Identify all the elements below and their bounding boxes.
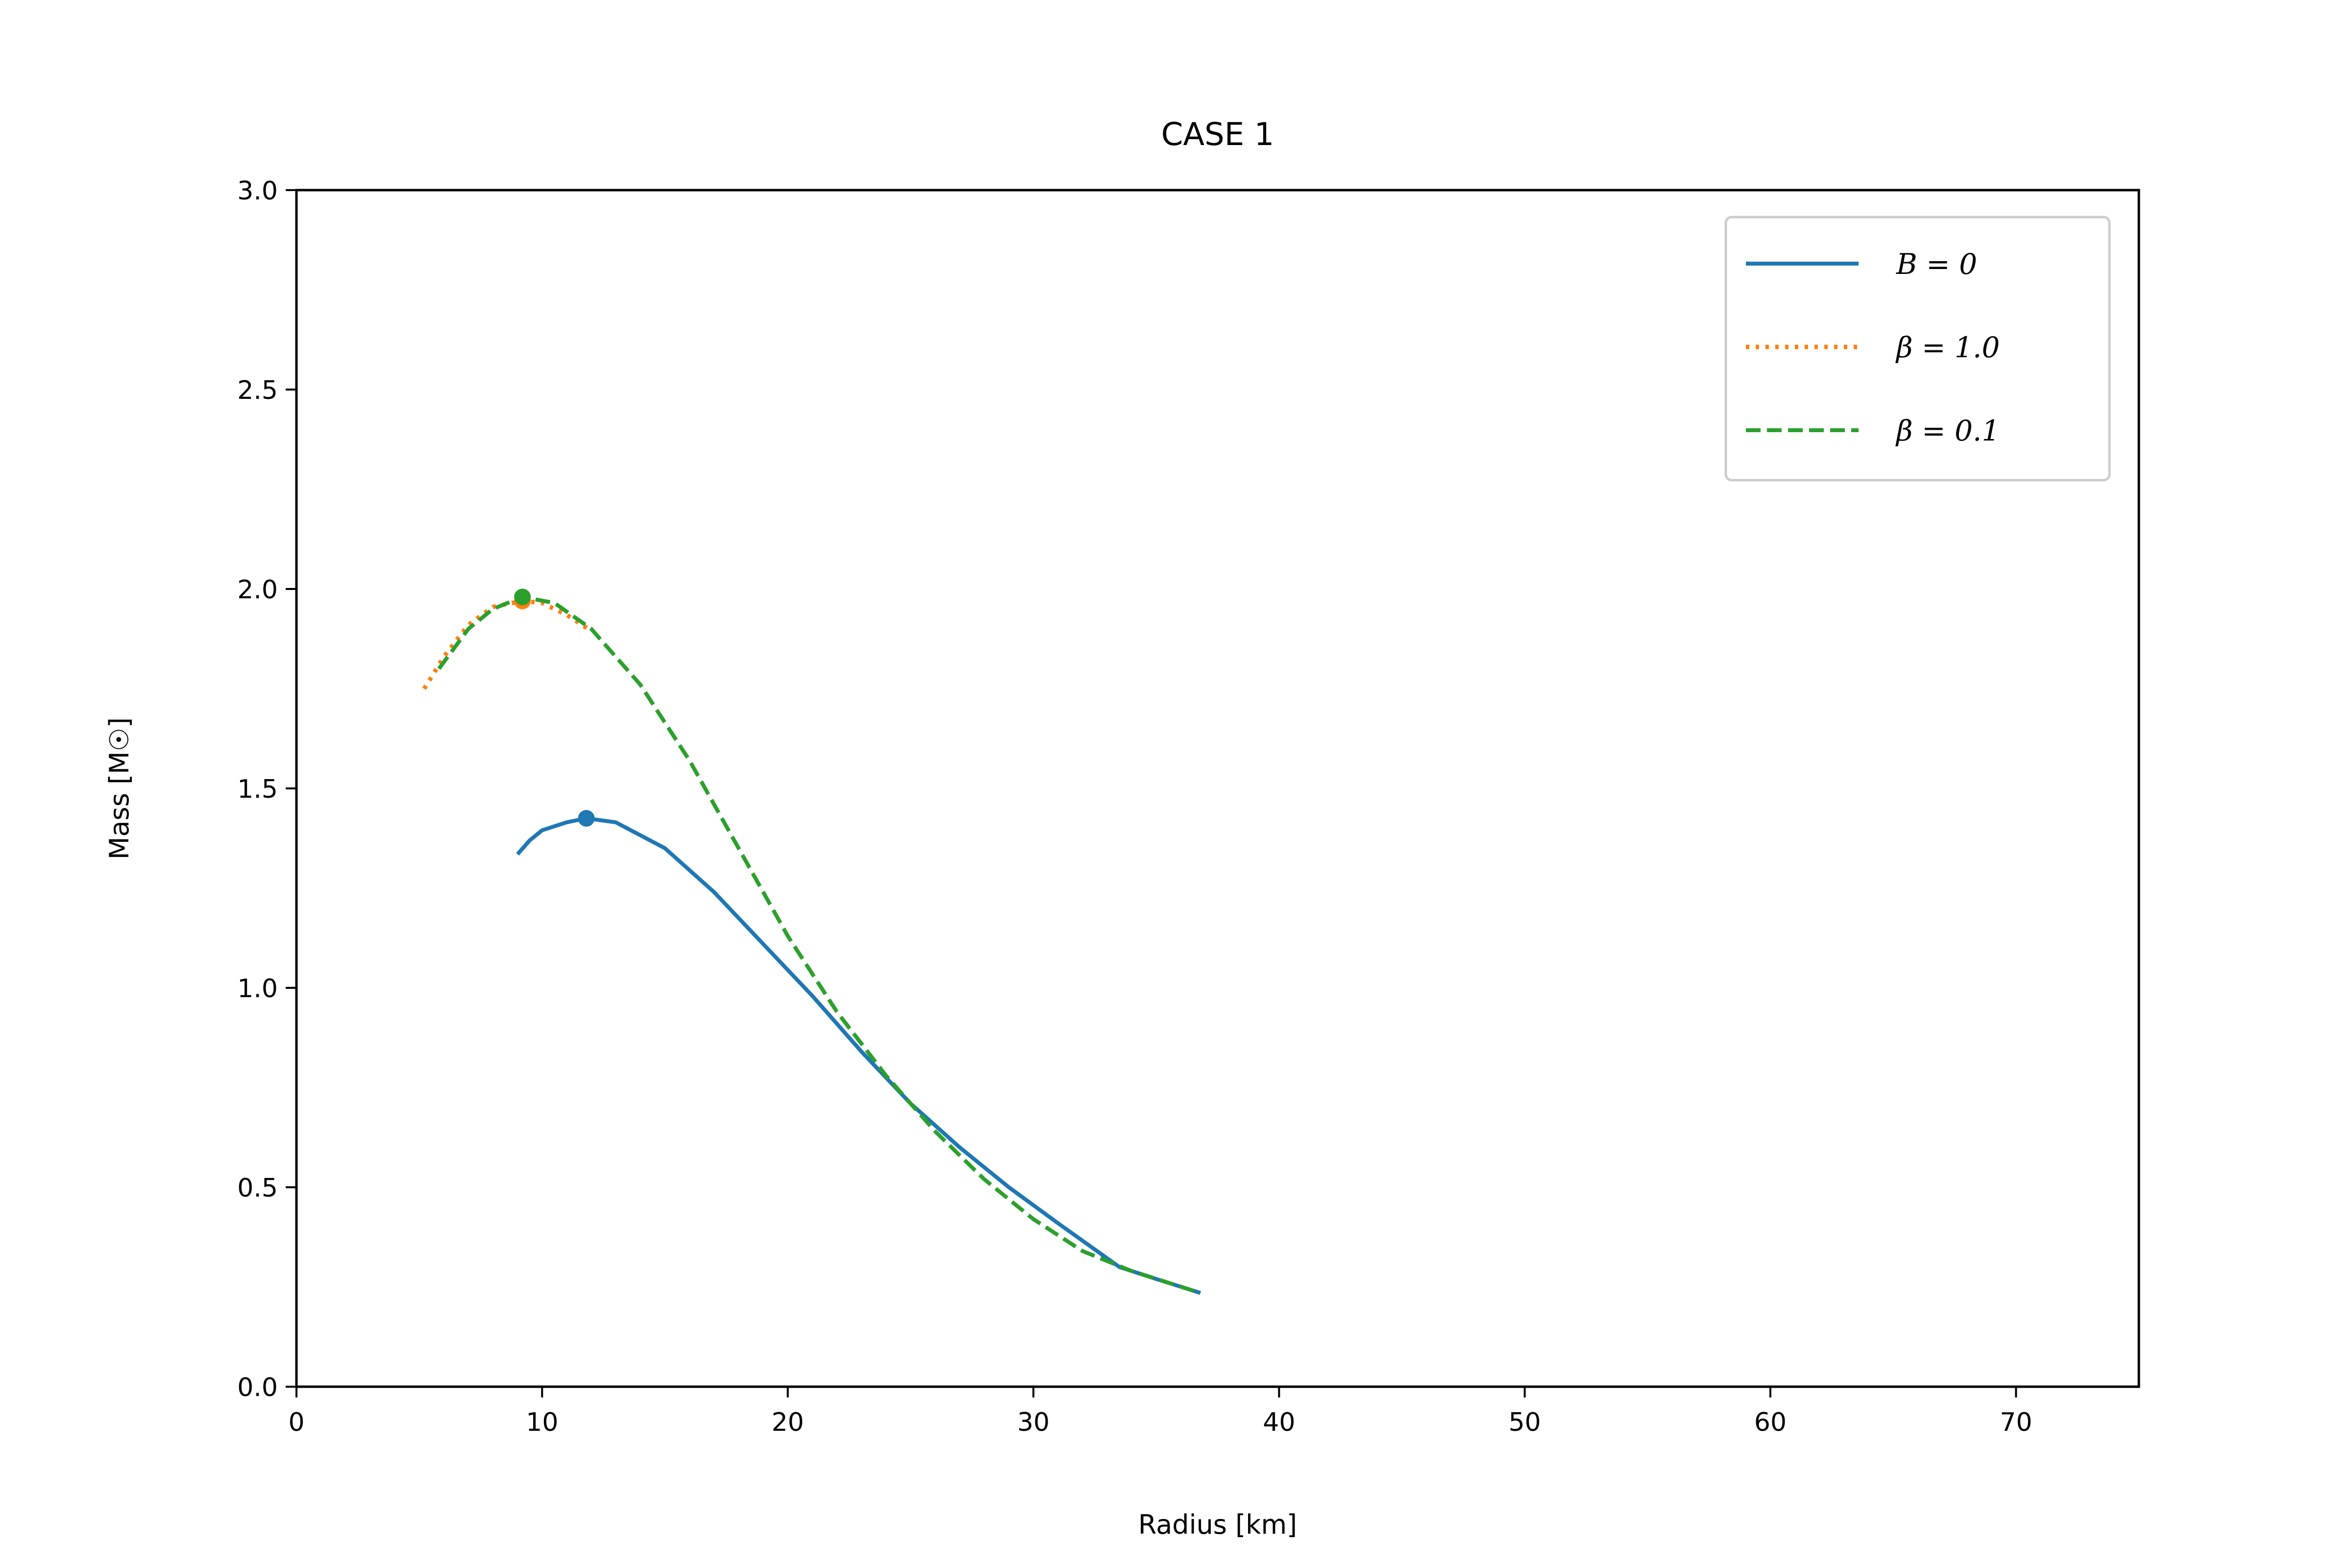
- y-tick-label: 0.0: [237, 1373, 278, 1402]
- y-tick-label: 0.5: [237, 1174, 278, 1203]
- peak-marker-2: [514, 588, 531, 606]
- legend-label-0: B = 0: [1896, 247, 1977, 281]
- x-tick-label: 70: [2000, 1408, 2032, 1437]
- x-tick-label: 0: [288, 1408, 304, 1437]
- x-tick-label: 10: [526, 1408, 558, 1437]
- peak-marker-0: [578, 810, 595, 827]
- y-tick-label: 3.0: [237, 176, 278, 206]
- legend: B = 0 β = 1.0 β = 0.1: [1724, 216, 2111, 482]
- series-layer: [422, 588, 1201, 1295]
- x-tick-label: 50: [1509, 1408, 1541, 1437]
- y-axis-label: Mass [M☉]: [104, 717, 135, 859]
- x-tick-label: 30: [1017, 1408, 1050, 1437]
- x-axis-label: Radius [km]: [1138, 1509, 1297, 1540]
- chart-title: CASE 1: [1161, 117, 1274, 153]
- series-line-0: [516, 816, 1201, 1295]
- legend-frame: [1724, 216, 2111, 482]
- y-tick-label: 2.0: [237, 575, 278, 605]
- x-tick-label: 40: [1263, 1408, 1295, 1437]
- ticks-layer: 0 10 20 30 40 50 60 70 0.0 0.5 1.0 1.5 2.0 2.5 3.0: [237, 176, 2032, 1437]
- legend-label-1: β = 1.0: [1895, 331, 2000, 364]
- legend-label-2: β = 0.1: [1895, 414, 2000, 447]
- y-tick-label: 2.5: [237, 376, 278, 405]
- x-tick-label: 20: [772, 1408, 804, 1437]
- y-tick-label: 1.5: [237, 775, 278, 804]
- x-tick-label: 60: [1754, 1408, 1787, 1437]
- y-tick-label: 1.0: [237, 974, 278, 1004]
